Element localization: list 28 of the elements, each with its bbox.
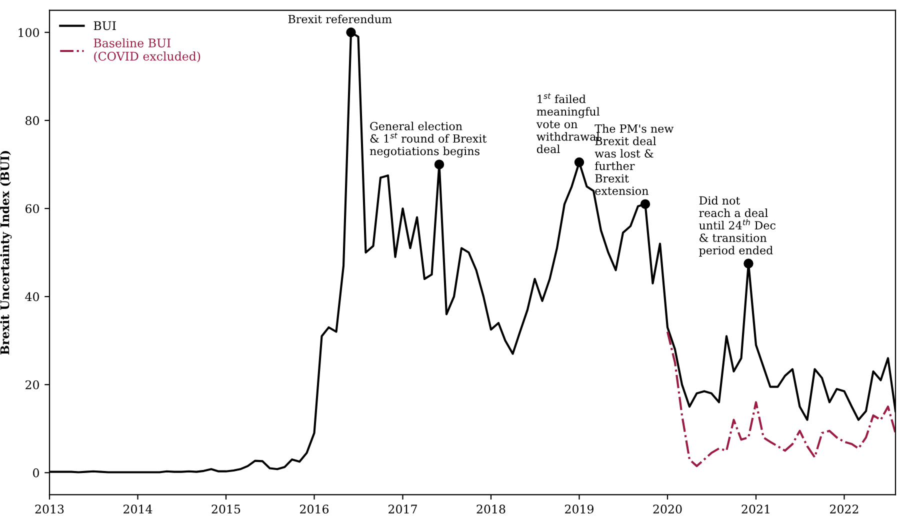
y-axis-title: Brexit Uncertainty Index (BUI) (0, 151, 12, 355)
x-tick-label: 2019 (565, 504, 594, 514)
y-tick-label: 40 (25, 292, 39, 302)
annotation: Brexit referendum (288, 14, 392, 24)
x-tick-label: 2013 (35, 504, 64, 514)
x-tick-label: 2020 (653, 504, 682, 514)
annotation: General election & 1$^{st}$ round of Brexit negotiations begins (370, 122, 487, 158)
line-series (666, 330, 896, 468)
x-tick-label: 2022 (830, 504, 858, 514)
y-tick-label: 80 (26, 116, 39, 126)
x-tick-label: 2016 (300, 504, 329, 514)
legend-label: Baseline BUI (COVID excluded) (94, 38, 200, 62)
point (434, 160, 444, 170)
y-tick-label: 100 (18, 28, 39, 38)
x-tick-label: 2015 (212, 504, 240, 514)
x-tick-label: 2017 (388, 504, 417, 514)
x-tick-label: 2021 (742, 504, 770, 514)
point (640, 199, 650, 209)
legend-label: BUI (94, 21, 116, 30)
y-tick-label: 0 (33, 468, 39, 478)
point (744, 258, 754, 268)
annotation: Did not reach a deal until 24$^{th}$ Dec & transition period ended (699, 196, 776, 257)
y-tick-label: 60 (26, 204, 39, 214)
x-tick-label: 2018 (476, 504, 506, 514)
x-tick-label: 2014 (124, 504, 152, 514)
point (346, 28, 356, 38)
y-tick-label: 20 (26, 380, 39, 390)
point (574, 157, 584, 168)
